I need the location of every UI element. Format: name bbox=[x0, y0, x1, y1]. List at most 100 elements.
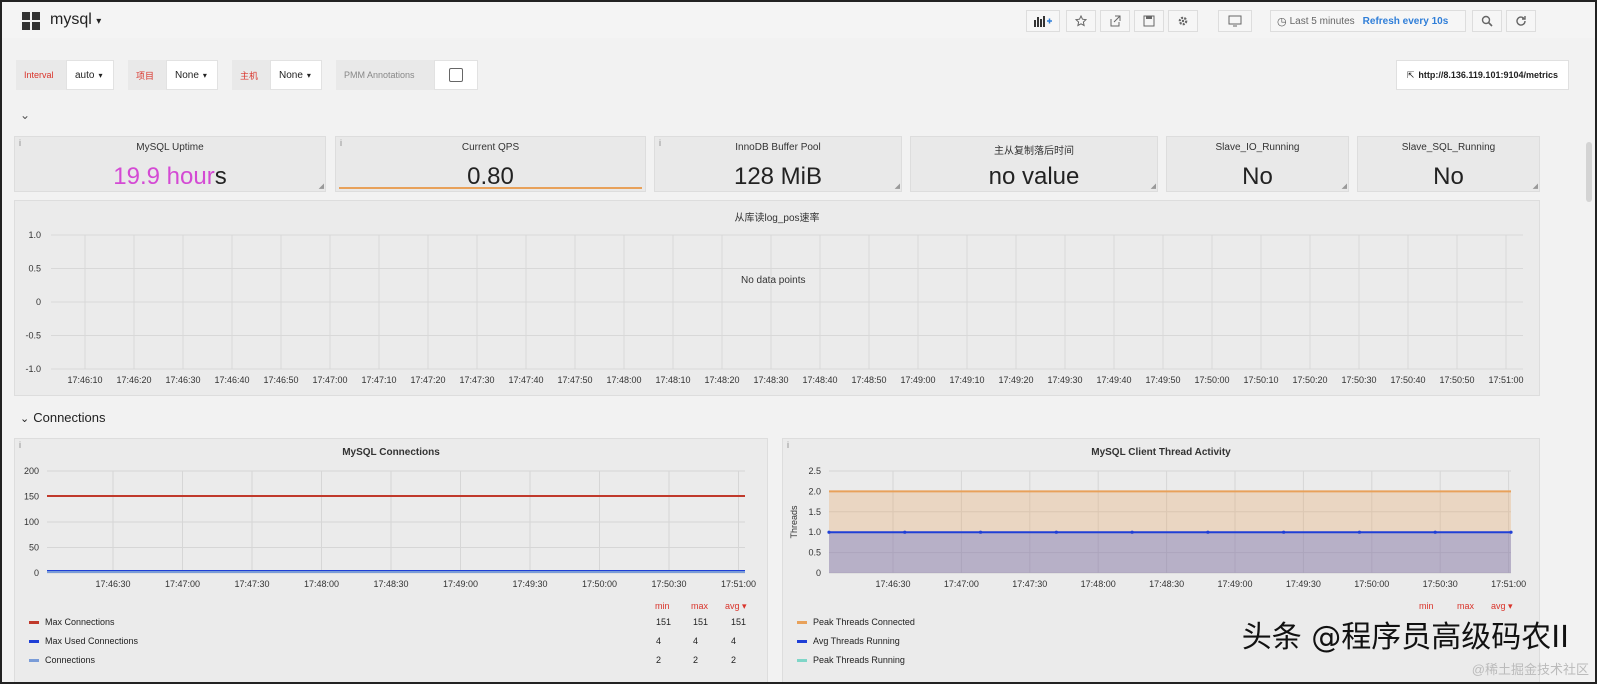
info-icon[interactable]: i bbox=[19, 138, 21, 148]
resize-handle-icon[interactable]: ◢ bbox=[1150, 183, 1156, 190]
legend-value-min: 4 bbox=[656, 636, 662, 646]
save-button[interactable] bbox=[1134, 10, 1164, 32]
x-tick-label: 17:47:00 bbox=[165, 579, 200, 589]
panel-title[interactable]: 从库读log_pos速率 bbox=[734, 213, 820, 224]
x-tick-label: 17:48:10 bbox=[655, 375, 690, 385]
panel-title[interactable]: Slave_IO_Running bbox=[1215, 142, 1300, 153]
y-tick-label: -1.0 bbox=[25, 364, 41, 374]
panel-title[interactable]: MySQL Client Thread Activity bbox=[1091, 447, 1231, 458]
x-tick-label: 17:50:00 bbox=[1194, 375, 1229, 385]
x-tick-label: 17:46:30 bbox=[165, 375, 200, 385]
row-header-connections[interactable]: ⌄ Connections bbox=[20, 410, 106, 425]
checkbox-icon[interactable] bbox=[449, 68, 463, 82]
project-select[interactable]: None ▾ bbox=[166, 60, 218, 90]
refresh-button[interactable] bbox=[1506, 10, 1536, 32]
logpos-chart: 1.0 0.5 0 -0.5 -1.0 17:46:10 17:46:20 17:46:30 1… bbox=[25, 230, 1523, 385]
data-point bbox=[1357, 530, 1362, 534]
collapse-row-chevron[interactable]: ⌄ bbox=[20, 108, 31, 122]
resize-handle-icon[interactable]: ◢ bbox=[1341, 183, 1347, 190]
share-button[interactable] bbox=[1100, 10, 1130, 32]
info-icon[interactable]: i bbox=[340, 138, 342, 148]
info-icon[interactable]: i bbox=[659, 138, 661, 148]
legend-header-min[interactable]: min bbox=[655, 601, 670, 611]
x-tick-label: 17:46:20 bbox=[116, 375, 151, 385]
dashboards-grid-icon[interactable] bbox=[22, 12, 40, 30]
x-tick-label: 17:51:00 bbox=[1488, 375, 1523, 385]
x-tick-label: 17:46:40 bbox=[214, 375, 249, 385]
pmm-annotations-label: PMM Annotations bbox=[336, 60, 434, 90]
stat-panel-slave-io-running: Slave_IO_Running No ◢ bbox=[1166, 136, 1349, 192]
dashboard-title-text: mysql bbox=[50, 11, 92, 28]
metrics-link-text: http://8.136.119.101:9104/metrics bbox=[1418, 70, 1558, 80]
pmm-annotations-toggle[interactable] bbox=[434, 60, 478, 90]
resize-handle-icon[interactable]: ◢ bbox=[894, 183, 900, 190]
interval-select[interactable]: auto ▾ bbox=[66, 60, 114, 90]
stat-value: No bbox=[1433, 163, 1464, 190]
legend-item[interactable]: Max Connections bbox=[29, 617, 115, 627]
x-tick-label: 17:48:30 bbox=[753, 375, 788, 385]
legend-label: Avg Threads Running bbox=[813, 636, 900, 646]
legend-header-avg[interactable]: avg ▾ bbox=[725, 601, 747, 611]
legend-swatch bbox=[797, 639, 807, 643]
zoom-out-button[interactable] bbox=[1472, 10, 1502, 32]
legend-item[interactable]: Peak Threads Connected bbox=[797, 617, 915, 627]
time-range-text: Last 5 minutes bbox=[1289, 15, 1355, 27]
legend-item[interactable]: Max Used Connections bbox=[29, 636, 138, 646]
metrics-link[interactable]: ⇱ http://8.136.119.101:9104/metrics bbox=[1395, 60, 1569, 90]
interval-value: auto bbox=[75, 69, 95, 81]
x-tick-label: 17:50:50 bbox=[1439, 375, 1474, 385]
legend-value-min: 2 bbox=[656, 655, 662, 665]
x-tick-label: 17:47:30 bbox=[1012, 579, 1047, 589]
info-icon[interactable]: i bbox=[787, 440, 789, 450]
chevron-down-icon: ▾ bbox=[202, 70, 207, 80]
x-tick-label: 17:50:40 bbox=[1390, 375, 1425, 385]
share-icon bbox=[1110, 15, 1121, 27]
data-point bbox=[978, 530, 983, 534]
panel-title[interactable]: MySQL Uptime bbox=[136, 142, 204, 153]
panel-title[interactable]: Current QPS bbox=[461, 142, 520, 153]
resize-handle-icon[interactable]: ◢ bbox=[1532, 183, 1538, 190]
x-tick-label: 17:49:30 bbox=[1286, 579, 1321, 589]
dashboard-title[interactable]: mysql ▾ bbox=[50, 11, 101, 29]
time-picker[interactable]: ◷ Last 5 minutes Refresh every 10s bbox=[1270, 10, 1466, 32]
stat-panel-current-qps: i Current QPS 0.80 bbox=[335, 136, 646, 192]
legend-swatch bbox=[29, 620, 39, 624]
info-icon[interactable]: i bbox=[19, 440, 21, 450]
star-button[interactable] bbox=[1066, 10, 1096, 32]
panel-title[interactable]: 主从复制落后时间 bbox=[994, 146, 1074, 157]
legend-header-max[interactable]: max bbox=[691, 601, 709, 611]
scrollbar[interactable] bbox=[1586, 142, 1592, 202]
host-select[interactable]: None ▾ bbox=[270, 60, 322, 90]
panel-title[interactable]: InnoDB Buffer Pool bbox=[735, 142, 821, 153]
legend-header-min[interactable]: min bbox=[1419, 601, 1434, 611]
legend-item[interactable]: Connections bbox=[29, 655, 95, 665]
settings-button[interactable] bbox=[1168, 10, 1198, 32]
legend-header-max[interactable]: max bbox=[1457, 601, 1475, 611]
y-tick-label: 200 bbox=[24, 466, 39, 476]
monitor-icon bbox=[1228, 15, 1242, 27]
x-tick-label: 17:47:00 bbox=[312, 375, 347, 385]
resize-handle-icon[interactable]: ◢ bbox=[318, 183, 324, 190]
tv-mode-button[interactable] bbox=[1218, 10, 1252, 32]
stat-panel-slave-sql-running: Slave_SQL_Running No ◢ bbox=[1357, 136, 1540, 192]
stat-value-unit: s bbox=[214, 163, 227, 190]
x-tick-label: 17:50:10 bbox=[1243, 375, 1278, 385]
stat-panel-innodb-buffer-pool: i InnoDB Buffer Pool 128 MiB ◢ bbox=[654, 136, 902, 192]
legend-item[interactable]: Peak Threads Running bbox=[797, 655, 905, 665]
legend-swatch bbox=[29, 658, 39, 662]
legend-header-avg[interactable]: avg ▾ bbox=[1491, 601, 1513, 611]
legend-value-max: 2 bbox=[693, 655, 699, 665]
x-tick-label: 17:48:20 bbox=[704, 375, 739, 385]
add-panel-button[interactable] bbox=[1026, 10, 1060, 32]
y-tick-label: 0 bbox=[34, 568, 39, 578]
panel-title[interactable]: MySQL Connections bbox=[342, 447, 440, 458]
legend-value-avg: 4 bbox=[731, 636, 737, 646]
stat-value-number: 19.9 hour bbox=[113, 163, 215, 190]
y-tick-label: 0.5 bbox=[808, 548, 821, 558]
data-point bbox=[827, 530, 831, 534]
x-tick-label: 17:47:40 bbox=[508, 375, 543, 385]
data-point bbox=[1509, 530, 1513, 534]
panel-title[interactable]: Slave_SQL_Running bbox=[1401, 142, 1496, 153]
legend-item[interactable]: Avg Threads Running bbox=[797, 636, 900, 646]
x-tick-label: 17:47:30 bbox=[234, 579, 269, 589]
